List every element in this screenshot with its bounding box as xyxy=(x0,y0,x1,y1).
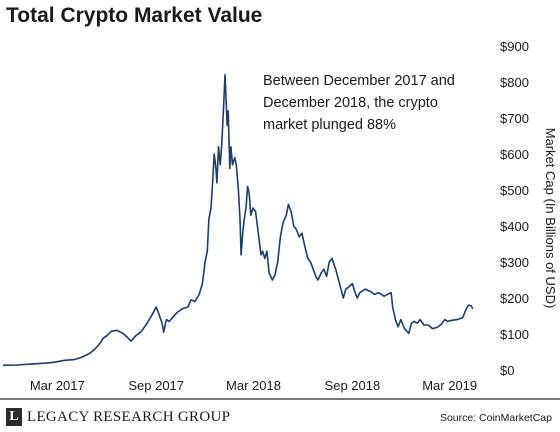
y-tick-label: $0 xyxy=(500,363,514,378)
tick-labels: $0 $100 $200 $300 $400 $500 $600 $700 $800 $900 Ma… xyxy=(30,39,558,393)
y-tick-label: $200 xyxy=(500,291,529,306)
chart-title: Total Crypto Market Value xyxy=(6,4,263,27)
y-tick-label: $100 xyxy=(500,327,529,342)
x-tick-label: Mar 2017 xyxy=(30,378,85,393)
line-chart: $0 $100 $200 $300 $400 $500 $600 $700 $800 $900 Ma… xyxy=(2,39,558,393)
x-tick-label: Mar 2018 xyxy=(226,378,281,393)
brand-logo: L LEGACY RESEARCH GROUP xyxy=(6,408,230,426)
x-tick-label: Sep 2018 xyxy=(325,378,381,393)
source-note: Source: CoinMarketCap xyxy=(439,412,552,424)
y-tick-label: $800 xyxy=(500,75,529,90)
y-tick-label: $500 xyxy=(500,183,529,198)
annotation-line-2: December 2018, the crypto xyxy=(263,95,438,111)
y-axis-label: Market Cap (In Billions of USD) xyxy=(543,128,558,309)
y-tick-label: $700 xyxy=(500,111,529,126)
footer-divider xyxy=(0,398,560,400)
logo-mark-icon: L xyxy=(6,408,22,426)
series-line xyxy=(2,74,474,367)
logo-text: LEGACY RESEARCH GROUP xyxy=(27,408,231,425)
y-tick-label: $300 xyxy=(500,255,529,270)
annotation: Between December 2017 and December 2018,… xyxy=(263,70,513,136)
x-tick-label: Sep 2017 xyxy=(128,378,184,393)
y-tick-label: $600 xyxy=(500,147,529,162)
y-tick-label: $900 xyxy=(500,39,529,54)
annotation-line-1: Between December 2017 and xyxy=(263,73,455,89)
x-tick-label: Mar 2019 xyxy=(422,378,477,393)
series-layer xyxy=(2,74,474,367)
y-tick-label: $400 xyxy=(500,219,529,234)
annotation-line-3: market plunged 88% xyxy=(263,117,396,133)
